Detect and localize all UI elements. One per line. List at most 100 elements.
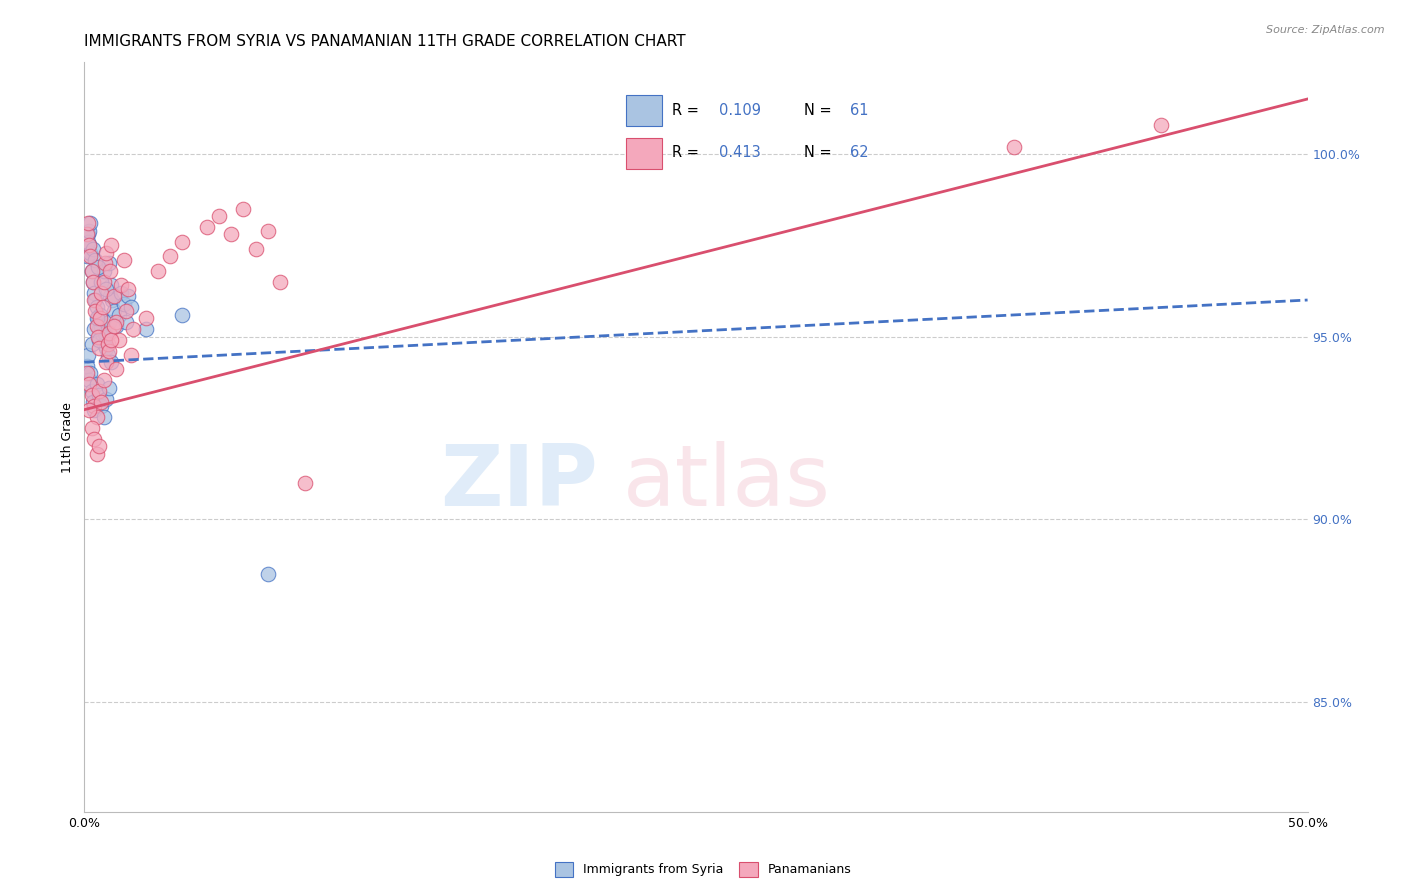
Point [100, 278, 122, 293]
Point [100, 355, 122, 369]
Point [86, 318, 108, 333]
Point [117, 289, 139, 303]
Point [1150, 118, 1173, 132]
Text: IMMIGRANTS FROM SYRIA VS PANAMANIAN 11TH GRADE CORRELATION CHART: IMMIGRANTS FROM SYRIA VS PANAMANIAN 11TH… [84, 34, 686, 49]
Point [87, 329, 110, 343]
Point [83, 293, 105, 307]
Point [80, 337, 103, 351]
Point [79, 216, 101, 230]
Point [77, 216, 100, 230]
Point [86, 377, 108, 392]
Point [245, 242, 267, 256]
Point [97, 256, 120, 270]
Point [101, 293, 124, 307]
Point [97, 315, 120, 329]
Point [82, 275, 104, 289]
Point [98, 289, 121, 303]
Point [87, 439, 110, 453]
Point [103, 304, 125, 318]
Point [77, 238, 100, 252]
Point [90, 318, 112, 333]
Point [219, 227, 242, 242]
Point [100, 333, 122, 347]
Point [84, 252, 107, 267]
Point [115, 304, 138, 318]
Point [83, 432, 105, 446]
Point [257, 223, 280, 237]
Point [77, 227, 100, 242]
Point [96, 341, 118, 355]
Point [294, 475, 316, 490]
Point [84, 293, 107, 307]
Point [146, 264, 169, 278]
Point [90, 395, 112, 409]
Point [87, 333, 110, 347]
Point [80, 264, 103, 278]
Point [105, 362, 128, 376]
Point [117, 282, 139, 296]
Point [96, 245, 118, 260]
Point [76, 227, 98, 242]
Point [89, 308, 111, 322]
Legend: Immigrants from Syria, Panamanians: Immigrants from Syria, Panamanians [555, 862, 851, 877]
Y-axis label: 11th Grade: 11th Grade [60, 401, 75, 473]
Point [82, 395, 104, 409]
Point [97, 381, 120, 395]
Text: Source: ZipAtlas.com: Source: ZipAtlas.com [1267, 25, 1385, 35]
Point [98, 264, 121, 278]
Point [96, 392, 118, 406]
Point [105, 318, 128, 333]
Point [79, 366, 101, 380]
Point [76, 249, 98, 263]
Point [93, 264, 115, 278]
Point [97, 344, 120, 359]
Point [77, 373, 100, 387]
Point [86, 301, 108, 315]
Point [97, 337, 120, 351]
Point [232, 202, 254, 216]
Point [77, 235, 100, 249]
Point [77, 223, 100, 237]
Point [93, 373, 115, 387]
Point [93, 275, 115, 289]
Point [96, 282, 118, 296]
Point [89, 311, 111, 326]
Point [77, 238, 100, 252]
Point [82, 275, 104, 289]
Point [208, 209, 231, 223]
Point [84, 304, 107, 318]
Point [83, 285, 105, 300]
Point [135, 311, 157, 326]
Point [93, 409, 115, 424]
Point [83, 402, 105, 417]
Text: ZIP: ZIP [440, 441, 598, 524]
Point [103, 318, 125, 333]
Point [112, 252, 135, 267]
Point [269, 275, 291, 289]
Point [100, 238, 122, 252]
Point [257, 567, 280, 582]
Point [122, 322, 145, 336]
Point [91, 301, 114, 315]
Point [76, 359, 98, 373]
Point [172, 308, 194, 322]
Point [97, 326, 120, 340]
Text: atlas: atlas [623, 441, 831, 524]
Point [87, 260, 110, 274]
Point [87, 341, 110, 355]
Point [86, 446, 108, 460]
Point [87, 388, 110, 402]
Point [105, 315, 128, 329]
Point [120, 348, 142, 362]
Point [90, 399, 112, 413]
Point [103, 289, 125, 303]
Point [87, 322, 110, 336]
Point [115, 315, 138, 329]
Point [79, 249, 101, 263]
Point [94, 256, 117, 270]
Point [79, 245, 101, 260]
Point [96, 355, 118, 369]
Point [82, 242, 104, 256]
Point [195, 219, 218, 234]
Point [91, 329, 114, 343]
